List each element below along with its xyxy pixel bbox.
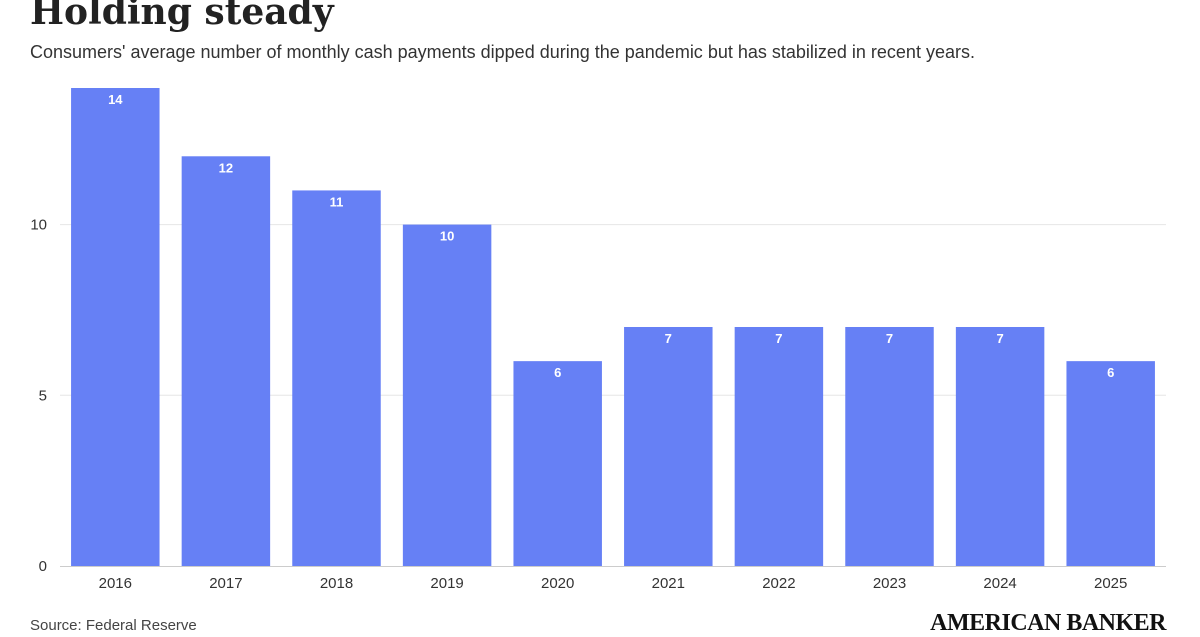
x-tick-label-2024: 2024 bbox=[983, 575, 1016, 592]
data-label-2022: 7 bbox=[775, 331, 782, 346]
bar-2018 bbox=[292, 190, 381, 566]
bar-2024 bbox=[955, 327, 1045, 566]
data-label-2024: 7 bbox=[996, 331, 1003, 346]
x-tick-label-2025: 2025 bbox=[1094, 575, 1127, 592]
y-tick-label-5: 5 bbox=[39, 387, 47, 404]
x-tick-label-2022: 2022 bbox=[762, 575, 795, 592]
data-label-2025: 6 bbox=[1107, 365, 1114, 380]
bar-2020 bbox=[513, 361, 602, 566]
bar-2016 bbox=[71, 88, 160, 566]
data-label-2020: 6 bbox=[554, 365, 561, 380]
bar-2017 bbox=[181, 156, 271, 567]
axes: 0 5 10 2016 2017 2018 2019 2020 2021 2022 2023 2024… bbox=[30, 217, 1166, 592]
data-label-2018: 11 bbox=[330, 194, 344, 209]
x-tick-label-2019: 2019 bbox=[430, 575, 463, 592]
y-tick-label-10: 10 bbox=[30, 217, 47, 234]
source-note: Source: Federal Reserve bbox=[30, 617, 197, 634]
data-label-2019: 10 bbox=[440, 229, 454, 244]
data-label-2016: 14 bbox=[108, 92, 123, 107]
x-tick-label-2020: 2020 bbox=[541, 575, 574, 592]
brand-logo: AMERICAN BANKER bbox=[930, 610, 1166, 636]
bar-2025 bbox=[1066, 361, 1155, 566]
data-label-2021: 7 bbox=[665, 331, 672, 346]
x-tick-label-2018: 2018 bbox=[320, 575, 353, 592]
chart-title: Holding steady bbox=[30, 0, 334, 33]
x-tick-label-2021: 2021 bbox=[652, 575, 685, 592]
chart-subtitle: Consumers' average number of monthly cas… bbox=[30, 42, 975, 62]
bar-2022 bbox=[734, 327, 824, 566]
y-tick-label-0: 0 bbox=[39, 558, 47, 575]
data-label-2017: 12 bbox=[219, 160, 233, 175]
bar-2019 bbox=[402, 224, 492, 567]
bar-2021 bbox=[624, 327, 713, 566]
x-tick-label-2016: 2016 bbox=[99, 575, 132, 592]
bars bbox=[71, 88, 1155, 567]
bar-2023 bbox=[845, 327, 934, 566]
x-tick-label-2017: 2017 bbox=[209, 575, 242, 592]
x-tick-label-2023: 2023 bbox=[873, 575, 906, 592]
data-label-2023: 7 bbox=[886, 331, 893, 346]
data-labels: 14 12 11 10 6 7 7 7 7 6 bbox=[108, 92, 1114, 380]
